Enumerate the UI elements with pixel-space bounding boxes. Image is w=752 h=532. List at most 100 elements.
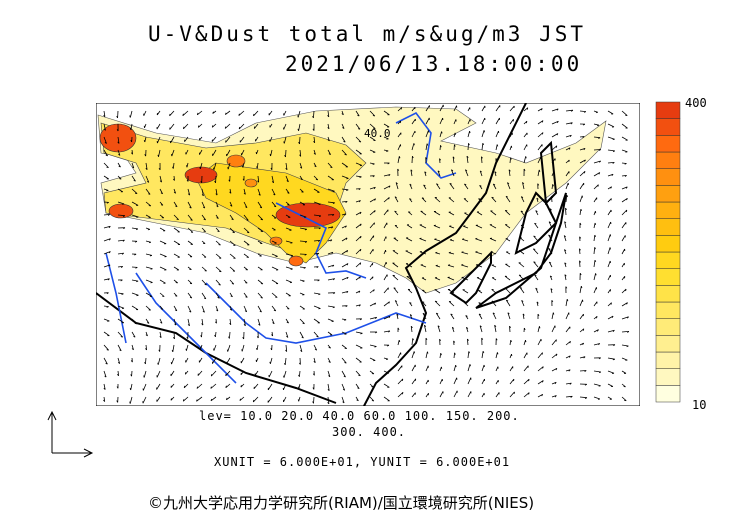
wind-vector	[383, 110, 390, 116]
wind-vector	[341, 291, 349, 294]
wind-vector	[267, 396, 273, 403]
wind-vector	[159, 240, 167, 245]
wind-vector	[145, 214, 151, 218]
wind-vector	[537, 380, 544, 385]
wind-vector	[462, 238, 469, 242]
wind-vector-head	[597, 184, 599, 187]
wind-vector	[299, 240, 307, 242]
wind-vector	[226, 149, 231, 157]
wind-vector	[537, 120, 544, 125]
wind-vector	[185, 357, 189, 363]
wind-vector-head	[542, 366, 544, 369]
wind-vector-head	[425, 157, 428, 160]
wind-vector-head	[210, 398, 213, 401]
wind-vector	[550, 288, 553, 294]
wind-vector-head	[582, 123, 586, 126]
wind-vector-head	[356, 399, 359, 402]
wind-vector	[341, 136, 346, 143]
wind-vector	[621, 186, 628, 190]
wind-vector	[551, 108, 559, 112]
wind-vector	[478, 302, 483, 307]
wind-vector	[227, 162, 231, 170]
wind-vector-head	[273, 193, 276, 196]
wind-vector-head	[122, 215, 126, 217]
wind-vector-head	[144, 154, 147, 157]
wind-vector	[201, 279, 207, 286]
wind-vector	[224, 123, 231, 129]
wind-vector-head	[284, 155, 286, 158]
wind-vector-head	[160, 192, 163, 195]
wind-vector	[579, 182, 585, 190]
wind-vector	[607, 149, 615, 152]
wind-vector-head	[318, 227, 321, 230]
wind-vector	[504, 275, 511, 281]
wind-vector-head	[479, 185, 482, 187]
wind-vector	[509, 132, 513, 138]
wind-vector-head	[231, 283, 234, 285]
wind-vector	[505, 299, 511, 307]
wind-vector-head	[301, 336, 304, 339]
wind-vector	[369, 357, 376, 361]
wind-vector-head	[481, 156, 483, 159]
wind-vector	[201, 331, 203, 338]
wind-vector	[313, 331, 319, 338]
wind-vector	[397, 156, 400, 164]
wind-vector	[564, 249, 567, 255]
wind-vector-head	[316, 336, 319, 338]
wind-vector-head	[533, 235, 536, 237]
wind-vector	[579, 248, 581, 255]
wind-vector	[298, 123, 301, 131]
wind-vector	[437, 170, 441, 177]
wind-vector	[327, 226, 333, 229]
wind-vector-head	[612, 150, 615, 153]
wind-vector	[271, 305, 277, 312]
wind-vector-head	[203, 230, 206, 232]
wind-vector	[117, 214, 125, 217]
wind-vector	[476, 211, 483, 216]
wind-vector-head	[172, 337, 175, 340]
wind-vector	[173, 227, 180, 233]
wind-vector-head	[231, 218, 234, 221]
wind-vector-head	[626, 345, 629, 348]
wind-vector	[187, 227, 194, 233]
wind-vector-head	[555, 353, 558, 356]
wind-vector-head	[466, 155, 469, 158]
wind-vector-head	[479, 170, 482, 173]
wind-vector-head	[568, 159, 570, 163]
wind-vector	[579, 110, 586, 112]
wind-vector-head	[461, 251, 464, 253]
wind-vector-head	[454, 132, 456, 135]
wind-vector-head	[317, 279, 320, 282]
wind-vector	[509, 326, 511, 333]
wind-vector	[505, 196, 511, 203]
wind-vector-head	[160, 308, 163, 310]
wind-vector	[464, 183, 469, 190]
wind-vector	[229, 331, 231, 339]
wind-vector-head	[190, 219, 193, 221]
wind-vector	[143, 370, 147, 378]
wind-vector-head	[118, 153, 121, 156]
wind-vector-head	[423, 184, 426, 187]
wind-vector	[285, 240, 293, 244]
wind-vector-head	[327, 388, 330, 391]
wind-vector	[241, 344, 245, 352]
wind-vector	[256, 344, 259, 350]
wind-vector	[476, 277, 483, 281]
wind-vector-head	[345, 201, 348, 204]
wind-vector	[299, 318, 305, 324]
wind-vector	[383, 222, 388, 229]
wind-vector	[407, 289, 413, 294]
wind-vector	[520, 196, 525, 203]
wind-vector-head	[508, 169, 511, 172]
wind-vector-head	[290, 255, 293, 257]
wind-vector-head	[286, 321, 289, 324]
wind-vector	[117, 149, 121, 156]
wind-vector	[593, 247, 596, 255]
wind-vector-head	[182, 113, 184, 116]
wind-vector-head	[136, 216, 139, 218]
wind-vector-head	[465, 315, 468, 317]
wind-vector	[103, 357, 108, 365]
wind-vector	[369, 316, 377, 320]
wind-vector-head	[333, 292, 336, 295]
wind-vector	[243, 318, 246, 326]
